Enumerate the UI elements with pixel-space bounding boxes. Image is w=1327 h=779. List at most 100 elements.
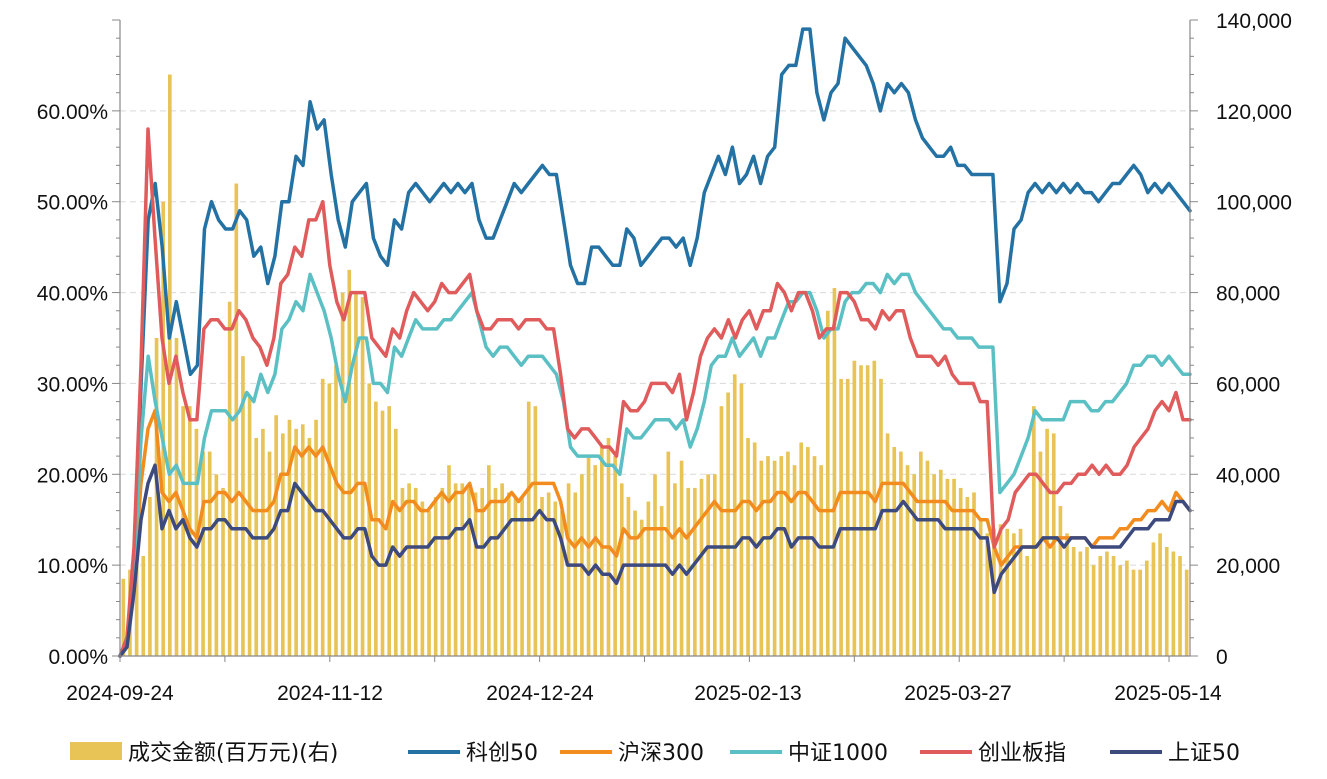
y-right-tick-label: 100,000 — [1216, 192, 1292, 215]
legend-label: 成交金额(百万元)(右) — [128, 741, 338, 766]
turnover-bar — [972, 492, 976, 656]
turnover-bar — [1058, 506, 1063, 656]
turnover-bar — [998, 524, 1003, 656]
x-tick-label: 2024-12-24 — [486, 682, 594, 705]
y-left-tick-label: 40.00% — [37, 283, 108, 306]
turnover-bar — [480, 487, 485, 656]
turnover-bar — [719, 406, 724, 656]
turnover-bar — [726, 392, 730, 656]
legend-label: 科创50 — [466, 741, 538, 766]
turnover-bar — [1038, 451, 1043, 656]
turnover-bar — [560, 510, 564, 656]
turnover-bar — [267, 451, 272, 656]
bar-series-turnover — [121, 74, 1189, 657]
x-tick-label: 2025-02-13 — [694, 682, 801, 705]
y-left-tick-label: 0.00% — [48, 646, 108, 669]
turnover-bar — [626, 497, 631, 656]
turnover-bar — [320, 378, 325, 656]
legend-swatch-bar — [70, 742, 122, 760]
turnover-bar — [487, 465, 491, 656]
turnover-bar — [374, 401, 378, 656]
y-left-tick-label: 10.00% — [37, 555, 108, 578]
x-tick-label: 2025-03-27 — [904, 682, 1011, 705]
x-tick-label: 2025-05-14 — [1114, 682, 1222, 705]
series-line-2 — [118, 272, 1192, 658]
turnover-bar — [666, 451, 671, 656]
turnover-bar — [274, 415, 279, 656]
turnover-bar — [925, 460, 930, 656]
legend-label: 上证50 — [1168, 741, 1240, 766]
turnover-bar — [872, 360, 877, 656]
turnover-bar — [752, 442, 757, 656]
x-tick-label: 2024-11-12 — [277, 682, 383, 705]
turnover-bar — [1184, 569, 1189, 656]
turnover-bar — [134, 565, 139, 656]
turnover-bar — [1138, 569, 1142, 656]
turnover-bar — [473, 492, 478, 656]
turnover-bar — [1151, 542, 1156, 656]
turnover-bar — [493, 487, 498, 656]
y-right-tick-label: 80,000 — [1216, 283, 1280, 306]
turnover-bar — [460, 483, 465, 656]
turnover-bar — [958, 487, 963, 656]
turnover-bar — [1018, 528, 1023, 656]
turnover-bar — [241, 356, 245, 656]
turnover-bar — [732, 374, 737, 656]
turnover-bar — [792, 465, 797, 656]
turnover-bar — [533, 406, 538, 656]
turnover-bar — [1091, 565, 1096, 656]
y-right-tick-label: 20,000 — [1216, 555, 1280, 578]
turnover-bar — [387, 406, 391, 656]
turnover-bar — [354, 292, 358, 656]
turnover-bar — [453, 483, 458, 656]
turnover-bar — [201, 451, 205, 656]
turnover-bar — [1071, 546, 1076, 656]
turnover-bar — [1164, 546, 1169, 656]
series-line-3 — [118, 127, 1192, 658]
turnover-bar — [985, 533, 990, 656]
turnover-bar — [679, 460, 684, 656]
turnover-bar — [1118, 565, 1123, 656]
turnover-bar — [566, 483, 571, 656]
turnover-bar — [859, 365, 863, 656]
turnover-bar — [181, 406, 185, 656]
turnover-bar — [540, 497, 544, 656]
legend-item-series-2: 中证1000 — [730, 741, 888, 766]
y-left-tick-label: 20.00% — [37, 464, 108, 487]
turnover-bar — [194, 428, 199, 656]
turnover-bar — [1105, 551, 1109, 656]
turnover-bar — [154, 338, 159, 656]
y-right-tick-label: 140,000 — [1216, 10, 1292, 33]
turnover-bar — [1111, 556, 1116, 656]
y-left-tick-label: 50.00% — [37, 192, 108, 215]
turnover-bar — [699, 478, 704, 656]
turnover-bar — [1031, 406, 1036, 656]
turnover-bar — [334, 365, 338, 656]
turnover-bar — [347, 269, 352, 656]
turnover-bar — [407, 483, 411, 656]
turnover-bar — [1012, 533, 1016, 656]
series-line-0 — [118, 27, 1192, 658]
turnover-bar — [121, 578, 126, 656]
y-right-tick-label: 0 — [1216, 646, 1228, 669]
turnover-bar — [786, 451, 790, 656]
turnover-bar — [779, 456, 784, 656]
turnover-bar — [413, 487, 418, 656]
turnover-bar — [467, 487, 471, 656]
turnover-bar — [221, 487, 225, 656]
turnover-bar — [825, 310, 830, 656]
turnover-bar — [932, 474, 936, 656]
turnover-bar — [1078, 551, 1083, 656]
turnover-bar — [633, 510, 637, 656]
turnover-bar — [852, 360, 857, 656]
legend-item-series-4: 上证50 — [1110, 741, 1240, 766]
turnover-bar — [168, 74, 172, 656]
turnover-bar — [659, 506, 664, 656]
turnover-bar — [1065, 533, 1069, 656]
turnover-bar — [207, 451, 212, 656]
legend-label: 中证1000 — [788, 741, 888, 766]
turnover-bar — [141, 556, 146, 656]
legend-item-turnover: 成交金额(百万元)(右) — [70, 741, 338, 766]
turnover-bar — [227, 301, 232, 656]
turnover-bar — [712, 474, 717, 656]
